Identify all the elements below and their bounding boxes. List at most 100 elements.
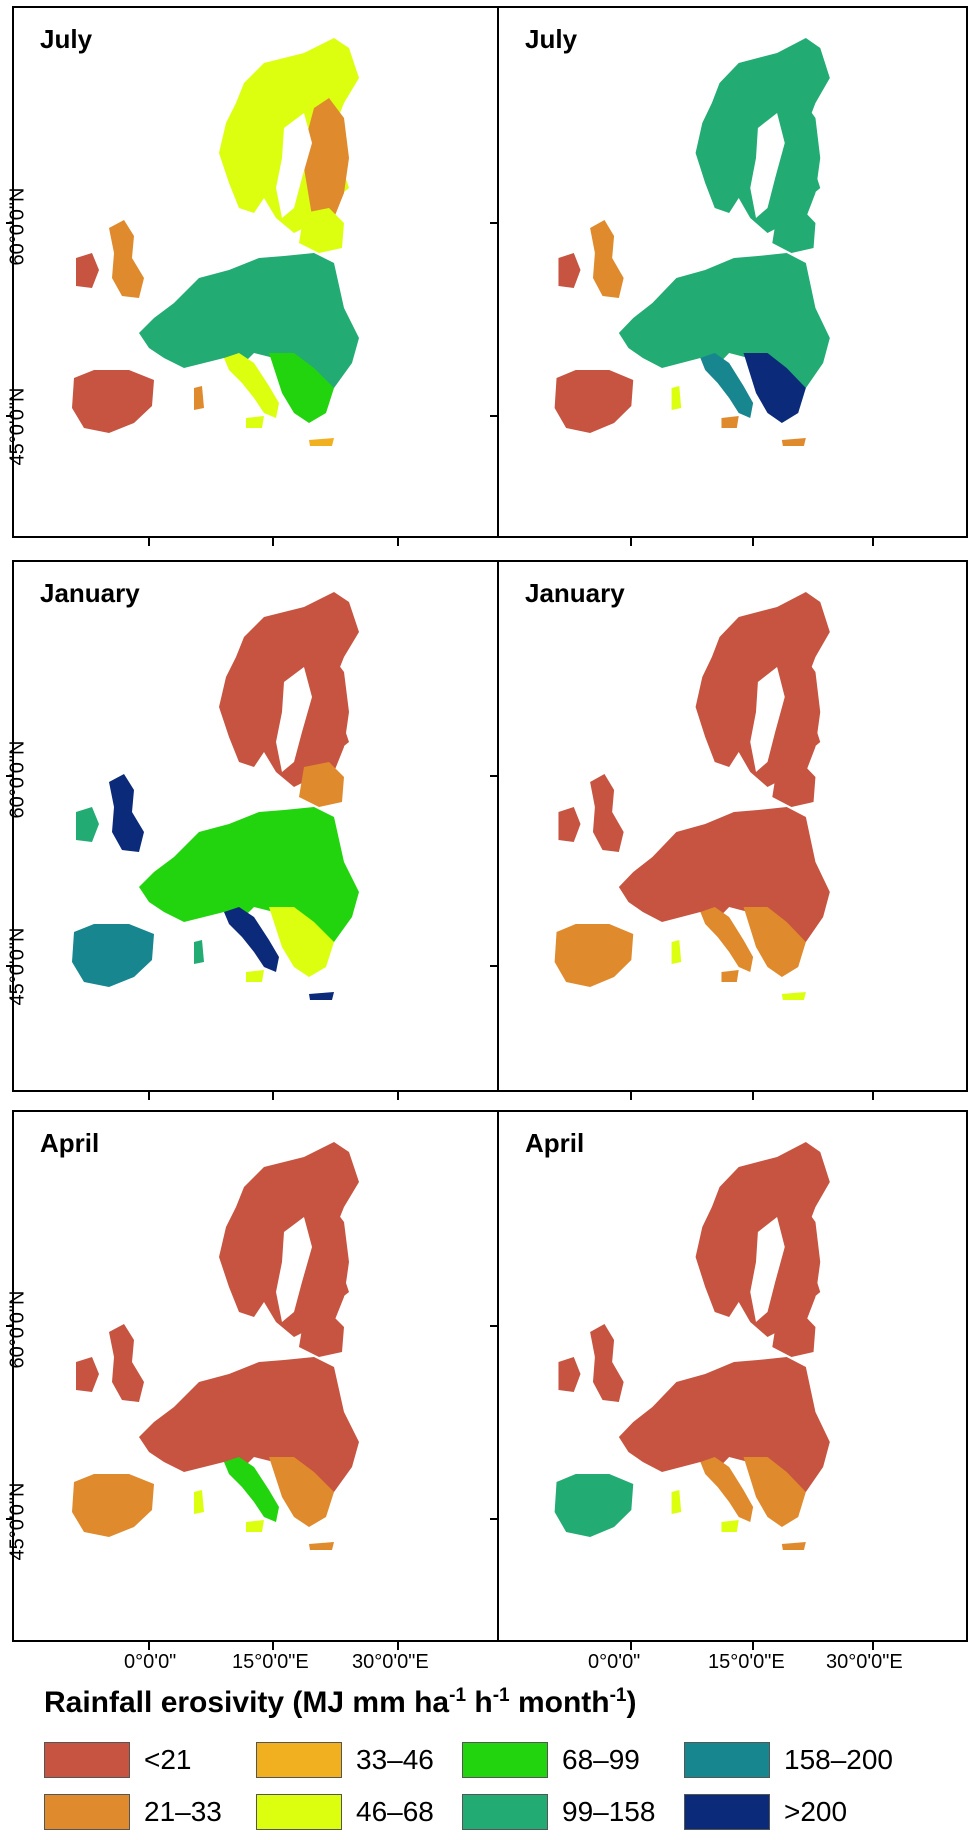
panel-month-label: July bbox=[525, 24, 578, 54]
legend-title: Rainfall erosivity (MJ mm ha-1 h-1 month… bbox=[44, 1685, 637, 1719]
region-sardinia bbox=[671, 1490, 682, 1514]
panel-month-label: April bbox=[40, 1128, 100, 1158]
europe-map bbox=[554, 1142, 830, 1550]
region-continent bbox=[139, 253, 359, 388]
panel-month-label: July bbox=[40, 24, 93, 54]
axis-tick bbox=[490, 965, 498, 967]
axis-tick bbox=[490, 1325, 498, 1327]
region-baltic bbox=[772, 762, 816, 807]
legend-swatch bbox=[462, 1742, 548, 1778]
region-continent bbox=[139, 807, 359, 942]
legend-item: <21 bbox=[44, 1742, 192, 1778]
region-ireland bbox=[558, 253, 581, 288]
axis-tick bbox=[397, 1092, 399, 1100]
axis-tick bbox=[6, 1518, 12, 1520]
region-continent bbox=[618, 253, 830, 388]
region-balkans bbox=[269, 353, 334, 423]
legend-item: 21–33 bbox=[44, 1794, 222, 1830]
legend-swatch bbox=[684, 1794, 770, 1830]
axis-tick bbox=[148, 1092, 150, 1100]
region-ireland bbox=[558, 807, 581, 842]
axis-tick bbox=[6, 415, 12, 417]
region-crete bbox=[309, 438, 334, 446]
region-iberia bbox=[72, 370, 154, 433]
region-finland bbox=[304, 652, 349, 782]
region-italy bbox=[700, 353, 754, 418]
europe-map bbox=[72, 38, 359, 446]
legend-swatch bbox=[684, 1742, 770, 1778]
region-crete bbox=[309, 992, 334, 1000]
region-balkans bbox=[269, 1457, 334, 1527]
axis-tick bbox=[490, 775, 498, 777]
region-balkans bbox=[743, 353, 806, 423]
axis-tick bbox=[752, 538, 754, 546]
axis-tick bbox=[872, 1092, 874, 1100]
lon-label-0: 0°0'0" bbox=[588, 1651, 641, 1673]
lon-label-15e: 15°0'0"E bbox=[232, 1651, 309, 1673]
region-sicily bbox=[721, 1520, 739, 1532]
region-iberia bbox=[554, 1474, 634, 1537]
region-britain bbox=[109, 1324, 144, 1402]
axis-tick bbox=[397, 538, 399, 546]
panel-month-label: January bbox=[525, 578, 625, 608]
region-baltic bbox=[772, 1312, 816, 1357]
legend-swatch bbox=[256, 1742, 342, 1778]
map-panel-january-right: January bbox=[497, 560, 968, 1092]
axis-tick bbox=[6, 965, 12, 967]
region-ireland bbox=[76, 807, 99, 842]
region-sardinia bbox=[671, 386, 682, 410]
axis-tick bbox=[630, 1642, 632, 1650]
legend-item: 158–200 bbox=[684, 1742, 893, 1778]
region-sardinia bbox=[671, 940, 682, 964]
legend-swatch bbox=[462, 1794, 548, 1830]
axis-tick bbox=[148, 1642, 150, 1650]
region-italy bbox=[224, 907, 279, 972]
axis-tick bbox=[630, 1092, 632, 1100]
axis-tick bbox=[490, 1518, 498, 1520]
region-finland bbox=[777, 98, 821, 228]
region-iberia bbox=[554, 924, 634, 987]
gulf-of-bothnia bbox=[276, 113, 312, 218]
lon-label-30e: 30°0'0"E bbox=[826, 1651, 903, 1673]
region-ireland bbox=[76, 1357, 99, 1392]
region-sicily bbox=[721, 970, 739, 982]
region-baltic bbox=[299, 1312, 344, 1357]
legend-item: 68–99 bbox=[462, 1742, 640, 1778]
panel-month-label: January bbox=[40, 578, 140, 608]
legend-swatch bbox=[44, 1742, 130, 1778]
axis-tick bbox=[397, 1642, 399, 1650]
lat-label-60n: 60°0'0"N bbox=[6, 1290, 29, 1369]
region-balkans bbox=[743, 1457, 806, 1527]
axis-tick bbox=[490, 415, 498, 417]
region-finland bbox=[304, 1202, 349, 1332]
region-sardinia bbox=[194, 386, 204, 410]
europe-map bbox=[72, 592, 359, 1000]
gulf-of-bothnia bbox=[276, 667, 312, 772]
map-panel-july-right: July bbox=[497, 6, 968, 538]
lon-label-0: 0°0'0" bbox=[124, 1651, 177, 1673]
lat-label-45n: 45°0'0"N bbox=[6, 1482, 29, 1561]
lon-label-15e: 15°0'0"E bbox=[708, 1651, 785, 1673]
region-crete bbox=[781, 438, 806, 446]
panel-month-label: April bbox=[525, 1128, 585, 1158]
axis-tick bbox=[872, 538, 874, 546]
region-sardinia bbox=[194, 1490, 204, 1514]
region-continent bbox=[618, 1357, 830, 1492]
axis-tick bbox=[630, 538, 632, 546]
region-ireland bbox=[558, 1357, 581, 1392]
region-britain bbox=[590, 1324, 624, 1402]
legend-swatch bbox=[256, 1794, 342, 1830]
gulf-of-bothnia bbox=[750, 113, 785, 218]
region-sicily bbox=[246, 416, 264, 428]
region-iberia bbox=[72, 1474, 154, 1537]
legend-item: >200 bbox=[684, 1794, 847, 1830]
axis-tick bbox=[752, 1092, 754, 1100]
region-iberia bbox=[72, 924, 154, 987]
region-finland bbox=[304, 98, 349, 228]
europe-map bbox=[72, 1142, 359, 1550]
region-italy bbox=[224, 1457, 279, 1522]
region-britain bbox=[590, 220, 624, 298]
legend-item: 33–46 bbox=[256, 1742, 434, 1778]
axis-tick bbox=[6, 1325, 12, 1327]
axis-tick bbox=[272, 1642, 274, 1650]
